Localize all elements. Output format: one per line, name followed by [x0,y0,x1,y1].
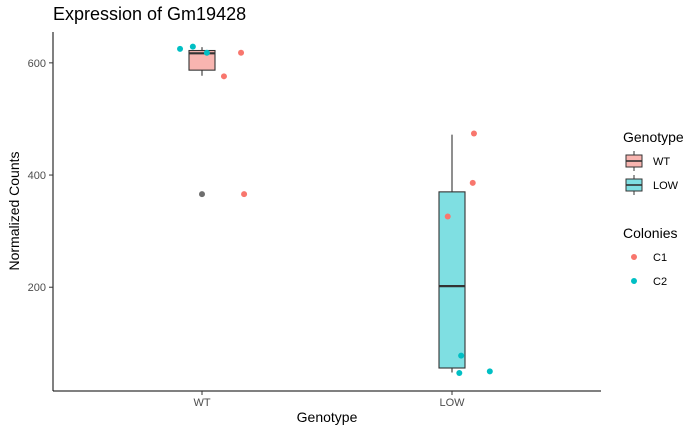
legend-label-c1: C1 [653,252,667,264]
y-tick-label: 400 [28,170,46,182]
point-c2 [458,352,465,359]
point-c2 [486,368,493,375]
box-low [438,191,466,369]
color-legend-title: Colonies [623,225,677,241]
point-c1 [444,213,451,220]
x-tick-label: WT [193,397,210,409]
box-wt [188,49,216,71]
x-axis-title: Genotype [297,409,358,425]
plot-area [177,43,493,377]
legend-key-low [625,175,643,195]
fill-legend-title: Genotype [623,129,684,145]
y-tick-label: 200 [28,282,46,294]
legend-label-c2: C2 [653,276,667,288]
x-tick-label: LOW [439,397,465,409]
box-outlier-wt [199,191,205,198]
legend-key-c1 [631,254,637,260]
y-tick-label: 600 [28,58,46,70]
chart-title: Expression of Gm19428 [53,4,246,24]
axes: 200 400 600 WT LOW [28,58,466,409]
point-c1 [220,73,227,80]
legend-key-wt [625,151,643,171]
legend-label-low: LOW [653,180,679,192]
y-axis-title: Normalized Counts [6,151,22,270]
point-c2 [456,370,463,377]
point-c2 [189,43,196,50]
point-c2 [177,45,184,52]
point-c1 [470,130,477,137]
point-c1 [238,49,245,56]
legend-label-wt: WT [653,156,670,168]
point-c1 [241,191,248,198]
point-c1 [469,179,476,186]
legend-key-c2 [631,278,637,284]
point-c2 [203,49,210,56]
legend: Genotype Colonies WT LOW C1 C2 [623,129,684,288]
